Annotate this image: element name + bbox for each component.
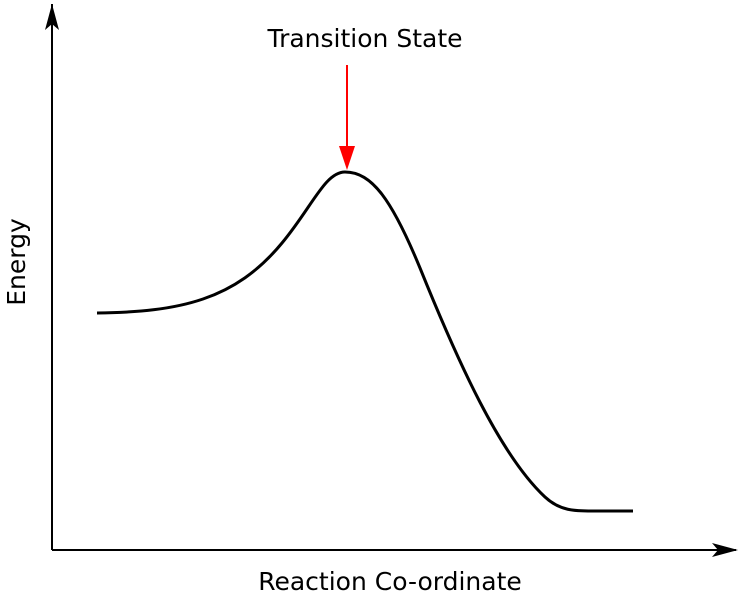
energy-curve xyxy=(96,170,633,513)
annotation-label: Transition State xyxy=(266,24,462,53)
y-axis-label: Energy xyxy=(2,218,31,306)
y-axis-arrowhead xyxy=(45,4,59,30)
x-axis-arrowhead xyxy=(712,543,738,557)
axes xyxy=(45,4,738,557)
annotation-arrowhead xyxy=(339,146,355,170)
x-axis-label: Reaction Co-ordinate xyxy=(258,567,522,596)
